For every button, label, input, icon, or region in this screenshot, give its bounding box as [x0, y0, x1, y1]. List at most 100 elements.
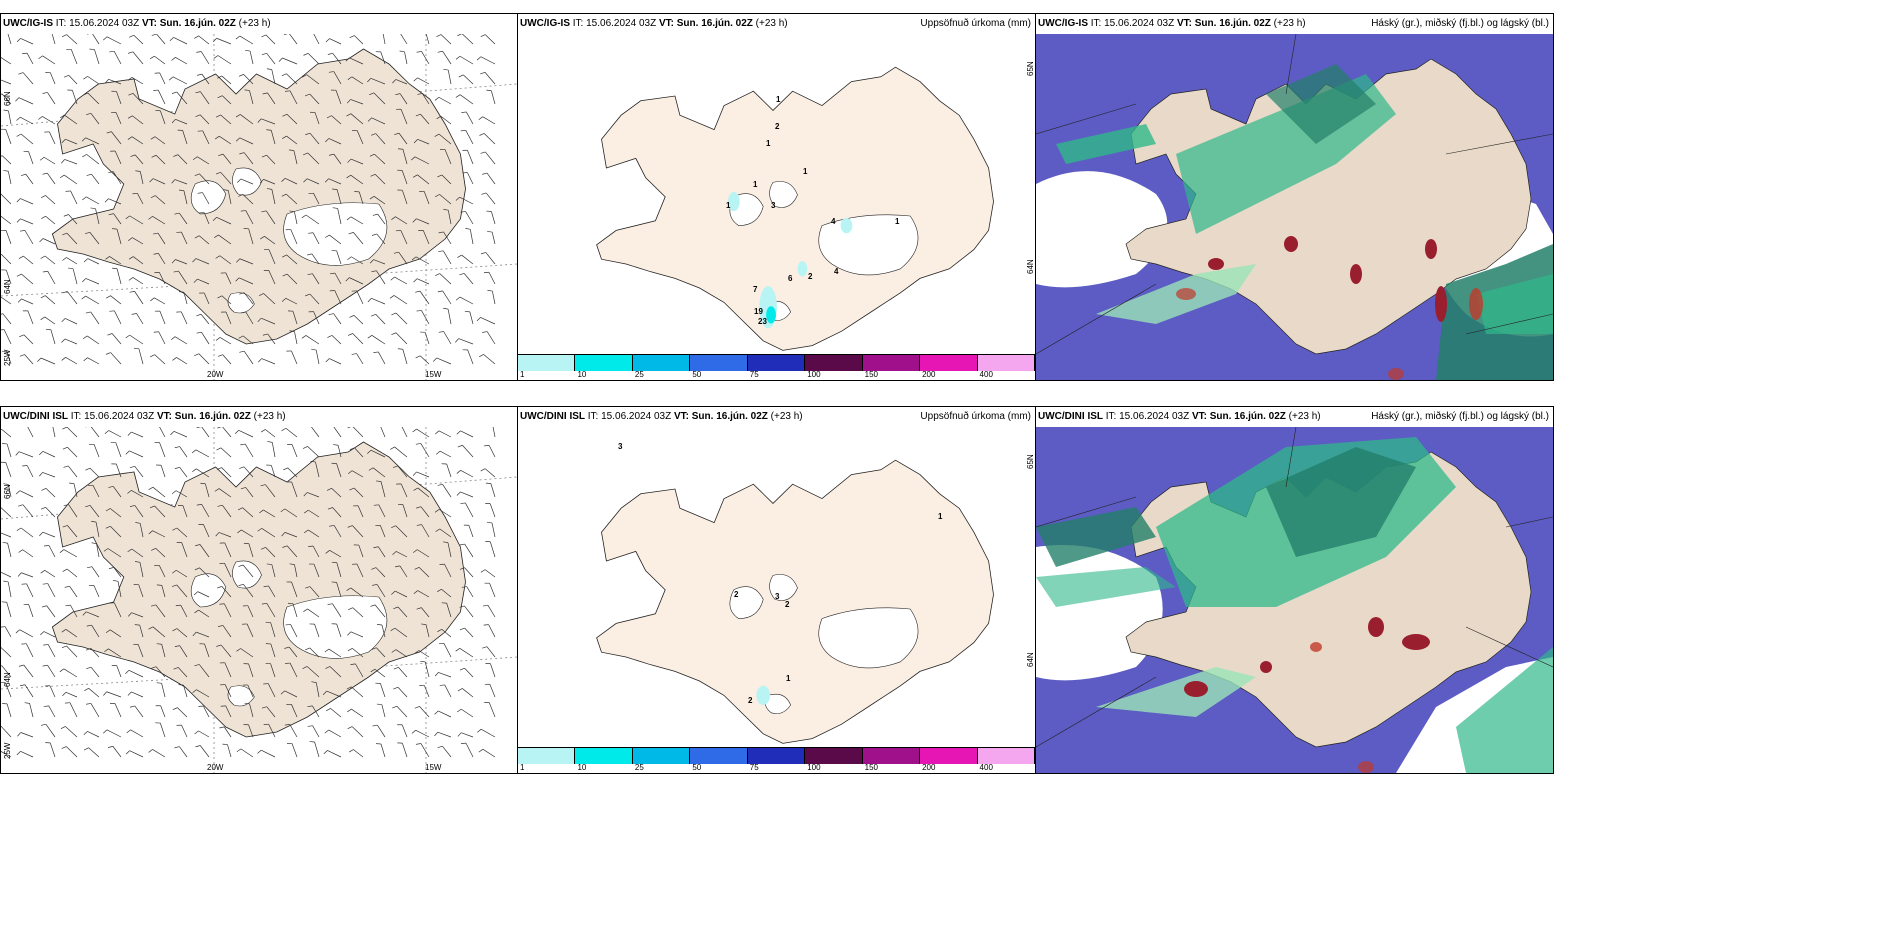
- lat-label-64n: 64N: [3, 279, 12, 294]
- wind-barb: [70, 190, 78, 205]
- wind-barb: [219, 337, 232, 345]
- wind-barb: [486, 646, 496, 658]
- wind-barb-flag: [175, 604, 181, 607]
- wind-barb: [176, 527, 188, 538]
- wind-barb-flag: [38, 116, 43, 120]
- wind-barb: [173, 37, 188, 45]
- wind-barb-flag: [237, 178, 242, 183]
- wind-barb-flag: [486, 89, 492, 91]
- wind-barb-flag: [414, 566, 420, 570]
- it-label: IT:: [55, 18, 67, 29]
- wind-barb-flag: [417, 93, 423, 95]
- wind-barb: [336, 582, 342, 598]
- wind-barb-flag: [281, 193, 287, 197]
- wind-barb-flag: [61, 629, 67, 633]
- wind-barb: [286, 73, 298, 85]
- wind-barb: [261, 118, 276, 125]
- wind-barb-flag: [149, 505, 155, 509]
- wind-barb: [198, 35, 210, 45]
- wind-barb-flag: [346, 587, 352, 591]
- wind-barb: [459, 196, 474, 205]
- wind-barb: [290, 624, 298, 638]
- wind-barb-flag: [236, 748, 242, 753]
- colorbar-segment: [575, 355, 633, 371]
- wind-barb: [312, 232, 320, 245]
- wind-barb: [439, 273, 452, 285]
- wind-barb: [180, 604, 188, 618]
- wind-barb: [414, 156, 430, 165]
- wind-barb: [404, 51, 408, 65]
- wind-barb: [489, 684, 496, 698]
- wind-barb-flag: [457, 444, 463, 448]
- wind-barb-flag: [156, 584, 162, 586]
- wind-barb: [19, 629, 34, 638]
- wind-barb: [27, 310, 34, 325]
- wind-barb: [69, 586, 78, 598]
- wind-barb: [182, 130, 188, 145]
- wind-barb-flag: [289, 210, 295, 213]
- wind-barb-flag: [416, 607, 422, 610]
- precip-map: 3 1 2 3 2 1 2: [596, 442, 994, 744]
- wind-barb-flag: [325, 138, 330, 143]
- wind-barb: [114, 150, 122, 165]
- wind-barb: [395, 649, 408, 658]
- wind-barb-flag: [438, 642, 444, 645]
- wind-barb-flag: [391, 525, 396, 529]
- wind-barb-flag: [281, 427, 287, 432]
- wind-barb-flag: [480, 252, 486, 255]
- wind-barb: [177, 154, 188, 165]
- wind-barb: [307, 53, 320, 65]
- wind-barb: [111, 333, 122, 345]
- wind-barb-flag: [192, 631, 197, 637]
- wind-barb-flag: [397, 148, 403, 150]
- wind-barb: [309, 93, 320, 105]
- wind-barb: [418, 650, 430, 658]
- wind-barb: [380, 427, 386, 438]
- wind-barb: [314, 112, 320, 125]
- wind-barb: [248, 663, 254, 678]
- wind-barb: [352, 525, 364, 538]
- lead-time: (+23 h): [755, 18, 788, 29]
- wind-barb: [294, 564, 298, 578]
- wind-barb: [398, 667, 408, 678]
- wind-barb: [131, 548, 144, 558]
- wind-barb-flag: [329, 272, 336, 275]
- wind-barb: [247, 684, 254, 698]
- wind-barb-flag: [460, 502, 466, 504]
- wind-barb: [200, 745, 210, 758]
- wind-barb-flag: [172, 569, 177, 574]
- wind-barb: [70, 49, 78, 65]
- wind-barb: [110, 295, 122, 305]
- wind-barb-flag: [215, 171, 221, 175]
- wind-barb: [160, 705, 166, 718]
- wind-barb: [218, 532, 232, 538]
- wind-barb-flag: [260, 484, 266, 487]
- wind-barb-flag: [332, 207, 338, 209]
- wind-barb: [176, 628, 188, 638]
- lat-label-64n-right: 64N: [1026, 652, 1035, 667]
- wind-barb: [106, 691, 122, 698]
- wind-barb: [249, 90, 254, 105]
- vt-value: Sun. 16.jún. 02Z: [676, 18, 753, 29]
- wind-barb: [4, 626, 12, 638]
- wind-barb: [329, 666, 342, 678]
- wind-barb: [6, 602, 12, 618]
- wind-barb-flag: [483, 624, 489, 626]
- wind-barb-flag: [261, 706, 267, 709]
- lon-label-15w: 15W: [425, 370, 442, 379]
- wind-barb-flag: [307, 273, 313, 276]
- wind-barb: [444, 149, 452, 165]
- wind-barb: [314, 624, 320, 638]
- wind-barb: [485, 192, 496, 205]
- wind-barb: [47, 271, 56, 285]
- wind-barb: [245, 311, 254, 325]
- wind-barb-flag: [127, 115, 133, 119]
- wind-barb-flag: [69, 482, 75, 485]
- wind-barb: [353, 232, 364, 245]
- wind-barb-flag: [459, 543, 465, 546]
- wind-barb: [108, 78, 122, 85]
- wind-barb-flag: [61, 318, 66, 323]
- wind-barb-flag: [150, 297, 155, 302]
- wind-barb: [485, 252, 496, 265]
- wind-barb-flag: [84, 687, 89, 692]
